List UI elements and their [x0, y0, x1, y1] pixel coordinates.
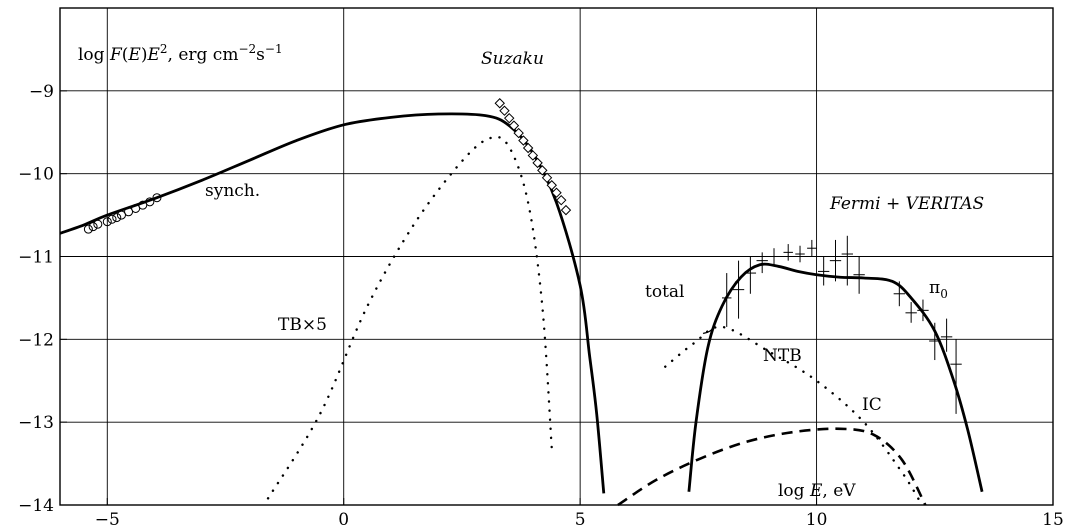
- series-line-synch: [59, 112, 606, 494]
- ntb-label: NTB: [763, 346, 802, 366]
- pi0-label: π0: [929, 278, 948, 301]
- synch-data-point: [152, 193, 162, 203]
- suzaku-data-point: [508, 120, 520, 131]
- y-tick-label: −12: [18, 330, 54, 350]
- y-tick-label: −13: [18, 413, 54, 433]
- tb-label: TB×5: [278, 315, 327, 335]
- x-tick-label: 15: [1042, 510, 1064, 529]
- synch-data-point: [145, 197, 155, 207]
- suzaku-data-point: [546, 180, 557, 191]
- series-layer: [59, 112, 984, 507]
- synch-data-point: [93, 219, 103, 229]
- y-tick-label: −11: [18, 248, 54, 268]
- fermi-veritas-data-point: [853, 256, 865, 294]
- fermi-veritas-data-point: [732, 260, 745, 319]
- fermi-veritas-data-point: [756, 252, 768, 274]
- fermi-veritas-data-point: [744, 256, 757, 294]
- y-axis-label: log F(E)E2, erg cm−2s−1: [78, 42, 283, 65]
- series-line-ic: [617, 427, 927, 507]
- series-line-tb-5: [266, 135, 553, 500]
- x-tick-label: −5: [95, 510, 120, 529]
- synch-data-point: [88, 222, 98, 232]
- synch-data-point: [102, 217, 112, 227]
- synch-data-point: [131, 203, 141, 213]
- fermi-veritas-data-point: [783, 244, 793, 261]
- suzaku-data-point: [532, 157, 543, 169]
- fermi-veritas-data-point: [905, 302, 917, 323]
- suzaku-data-point: [513, 127, 524, 139]
- y-tick-label: −14: [18, 496, 54, 516]
- suzaku-data-point: [504, 112, 515, 124]
- suzaku-label: Suzaku: [481, 49, 544, 69]
- suzaku-data-point: [522, 142, 534, 154]
- synch-data-point: [107, 214, 117, 224]
- series-line-pi0: [687, 262, 984, 493]
- total-label: total: [645, 282, 684, 302]
- y-tick-label: −10: [18, 165, 54, 185]
- fermi-veritas-label: Fermi + VERITAS: [829, 194, 984, 214]
- suzaku-data-point: [551, 187, 562, 198]
- marker-layer: [83, 98, 962, 414]
- grid: [60, 8, 1053, 505]
- synch-data-point: [112, 213, 122, 223]
- fermi-veritas-data-point: [722, 273, 732, 327]
- suzaku-data-point: [518, 135, 529, 146]
- fermi-veritas-data-point: [940, 318, 953, 352]
- fermi-veritas-data-point: [829, 239, 842, 282]
- synch-data-point: [116, 210, 126, 220]
- synch-data-point: [138, 200, 148, 210]
- axis-ticks: −5 0 5 10 15 −9 −10 −11 −12 −13 −14: [18, 82, 1064, 529]
- suzaku-data-point: [537, 165, 548, 176]
- suzaku-data-point: [499, 105, 510, 116]
- suzaku-data-point: [556, 194, 567, 206]
- fermi-veritas-data-point: [929, 322, 941, 361]
- x-tick-label: 0: [338, 510, 349, 529]
- fermi-veritas-data-point: [795, 245, 805, 263]
- x-tick-label: 5: [575, 510, 586, 529]
- synch-label: synch.: [205, 181, 260, 201]
- ic-label: IC: [862, 395, 882, 415]
- fermi-veritas-data-point: [841, 235, 853, 286]
- synch-data-point: [124, 207, 134, 217]
- suzaku-data-point: [541, 172, 553, 184]
- fermi-veritas-data-point: [817, 256, 830, 286]
- suzaku-data-point: [494, 98, 505, 109]
- series-line-ntb: [664, 325, 922, 504]
- fermi-veritas-data-point: [950, 339, 962, 414]
- suzaku-data-point: [527, 150, 539, 161]
- fermi-veritas-data-point: [807, 239, 817, 257]
- x-tick-label: 10: [806, 510, 828, 529]
- suzaku-data-point: [560, 204, 572, 216]
- x-axis-label: log E, eV: [778, 481, 856, 501]
- fermi-veritas-data-point: [893, 281, 905, 307]
- synch-data-point: [83, 224, 93, 234]
- y-tick-label: −9: [29, 82, 54, 102]
- fermi-veritas-data-point: [917, 299, 929, 322]
- fermi-veritas-data-point: [768, 248, 780, 265]
